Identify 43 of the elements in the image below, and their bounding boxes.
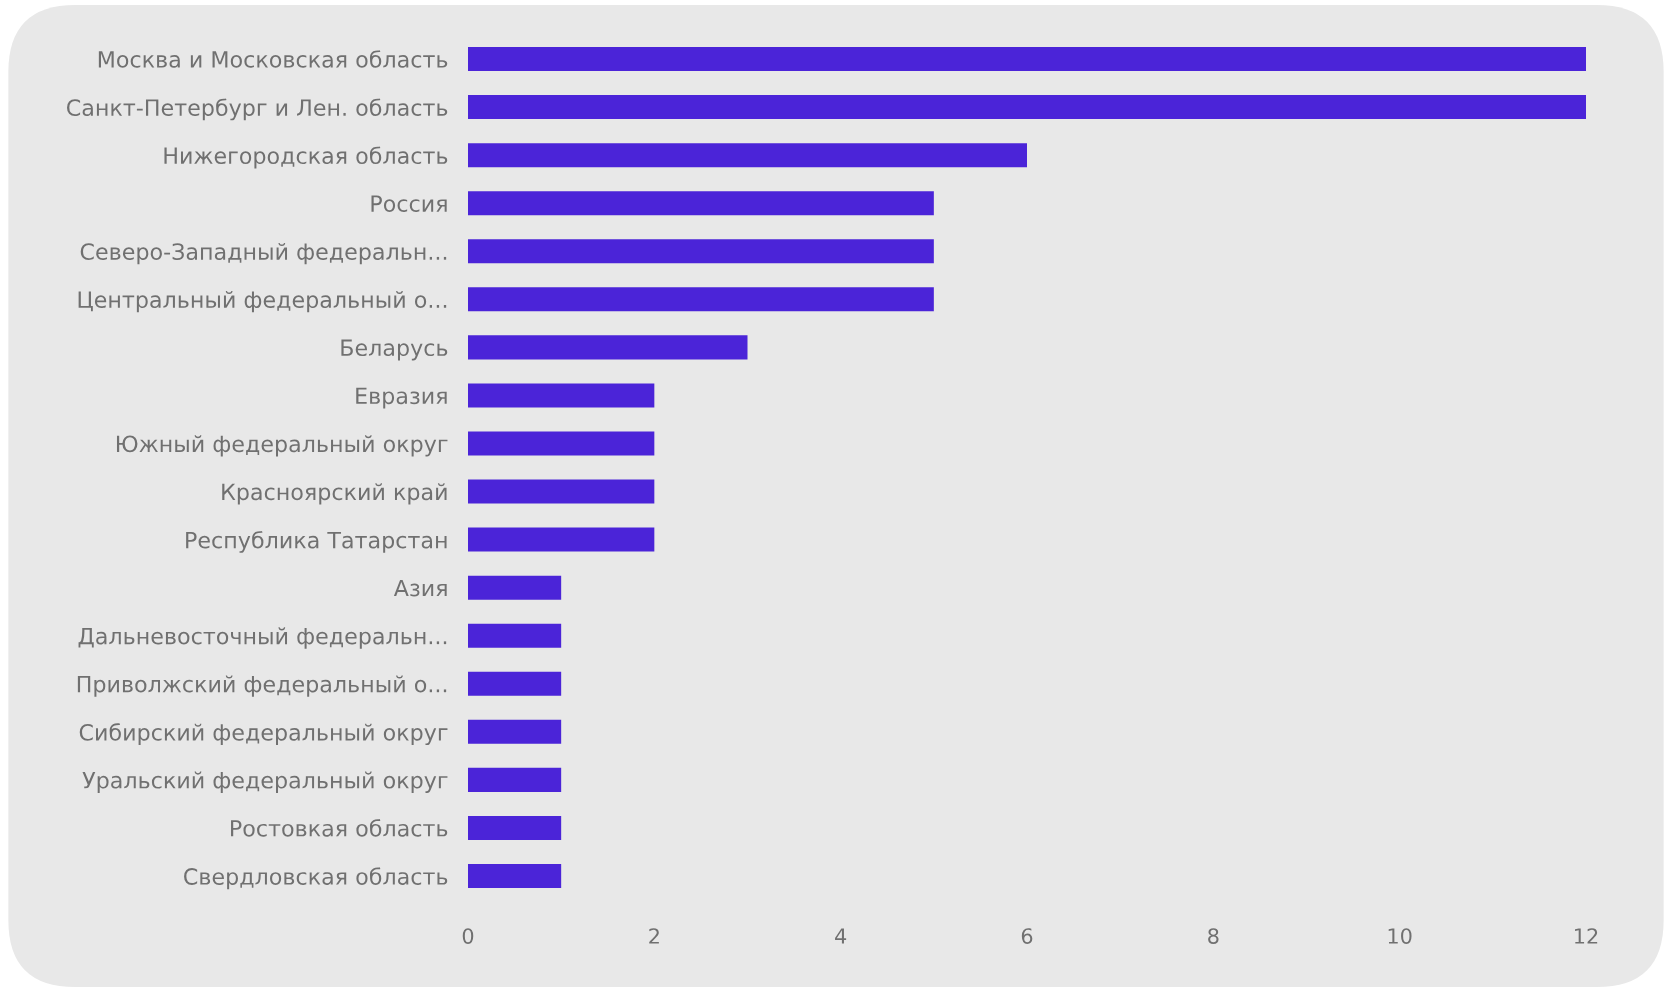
y-tick-label: Сибирский федеральный округ xyxy=(79,723,448,746)
bar xyxy=(468,47,1586,72)
bar xyxy=(468,143,1027,168)
y-tick-label: Евразия xyxy=(356,387,447,409)
x-tick-label: 2 xyxy=(649,928,659,944)
x-tick-label: 12 xyxy=(1575,928,1598,944)
y-tick-label: Свердловская область xyxy=(184,867,448,890)
bar xyxy=(468,239,934,264)
y-tick-label: Уральский федеральный округ xyxy=(82,771,448,793)
y-tick-label: Дальневосточный федеральн... xyxy=(78,627,447,649)
x-tick-label: 10 xyxy=(1388,928,1412,944)
bar xyxy=(468,527,655,552)
y-tick-label: Нижегородская область xyxy=(164,146,448,169)
bar xyxy=(468,287,934,312)
bar xyxy=(468,623,562,648)
y-tick-label: Южный федеральный округ xyxy=(116,435,448,457)
y-tick-label: Северо-Западный федеральн... xyxy=(80,242,447,265)
bar xyxy=(468,191,934,216)
x-tick-label: 6 xyxy=(1021,928,1033,944)
bar xyxy=(468,671,562,696)
bar xyxy=(468,431,655,456)
x-tick-label: 0 xyxy=(462,928,474,944)
y-tick-label: Центральный федеральный о... xyxy=(78,290,447,313)
bar xyxy=(468,383,655,408)
bar xyxy=(468,767,562,792)
x-tick-label: 8 xyxy=(1208,928,1219,944)
y-tick-label: Москва и Московская область xyxy=(98,50,448,68)
bar xyxy=(468,95,1586,120)
y-tick-label: Санкт-Петербург и Лен. область xyxy=(67,98,448,121)
y-tick-label: Беларусь xyxy=(341,339,448,361)
bar xyxy=(468,479,655,504)
y-tick-label: Красноярский край xyxy=(222,483,447,505)
bar xyxy=(468,575,562,600)
y-tick-label: Азия xyxy=(393,579,447,597)
x-tick-label: 4 xyxy=(835,928,847,944)
bar xyxy=(468,335,748,360)
y-tick-label: Россия xyxy=(371,195,447,212)
bar xyxy=(468,815,562,840)
y-tick-label: Приволжский федеральный о... xyxy=(77,675,447,697)
y-tick-label: Республика Татарстан xyxy=(186,530,447,553)
y-tick-label: Ростовкая область xyxy=(231,819,448,837)
bar xyxy=(468,863,562,888)
bar xyxy=(468,719,562,744)
